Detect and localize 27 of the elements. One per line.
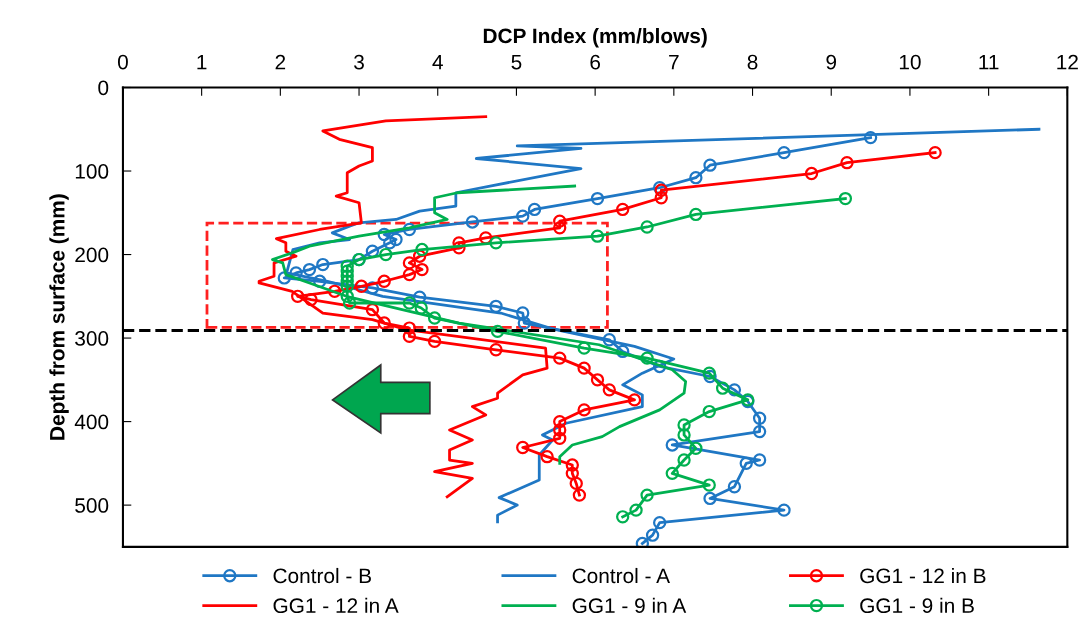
legend-label: GG1 - 12 in A [273, 597, 399, 614]
x-tick-label: 12 [1057, 54, 1078, 70]
x-tick-label: 8 [747, 54, 758, 70]
legend-label: GG1 - 9 in A [572, 597, 687, 614]
y-tick-label: 500 [75, 498, 109, 513]
x-axis-title: DCP Index (mm/blows) [483, 27, 707, 48]
x-tick-label: 9 [826, 54, 837, 70]
x-tick-label: 5 [511, 54, 522, 70]
x-tick-label: 4 [432, 54, 443, 70]
x-tick-label: 7 [669, 54, 679, 70]
x-tick-label: 0 [117, 54, 128, 70]
y-tick-label: 100 [75, 164, 109, 179]
y-tick-label: 400 [74, 414, 109, 430]
y-tick-label: 0 [98, 80, 109, 96]
x-tick-label: 2 [275, 54, 286, 70]
x-tick-label: 10 [899, 54, 921, 70]
x-tick-label: 1 [197, 54, 207, 70]
legend-label: GG1 - 9 in B [860, 597, 974, 614]
x-tick-label: 3 [354, 54, 364, 70]
legend-label: GG1 - 12 in B [860, 567, 986, 584]
y-axis-title: Depth from surface (mm) [49, 194, 69, 440]
y-tick-label: 300 [75, 331, 109, 346]
x-tick-label: 6 [590, 54, 601, 70]
legend-label: Control - B [273, 567, 371, 584]
x-tick-label: 11 [979, 54, 999, 70]
y-tick-label: 200 [75, 247, 109, 263]
legend-label: Control - A [572, 567, 670, 584]
